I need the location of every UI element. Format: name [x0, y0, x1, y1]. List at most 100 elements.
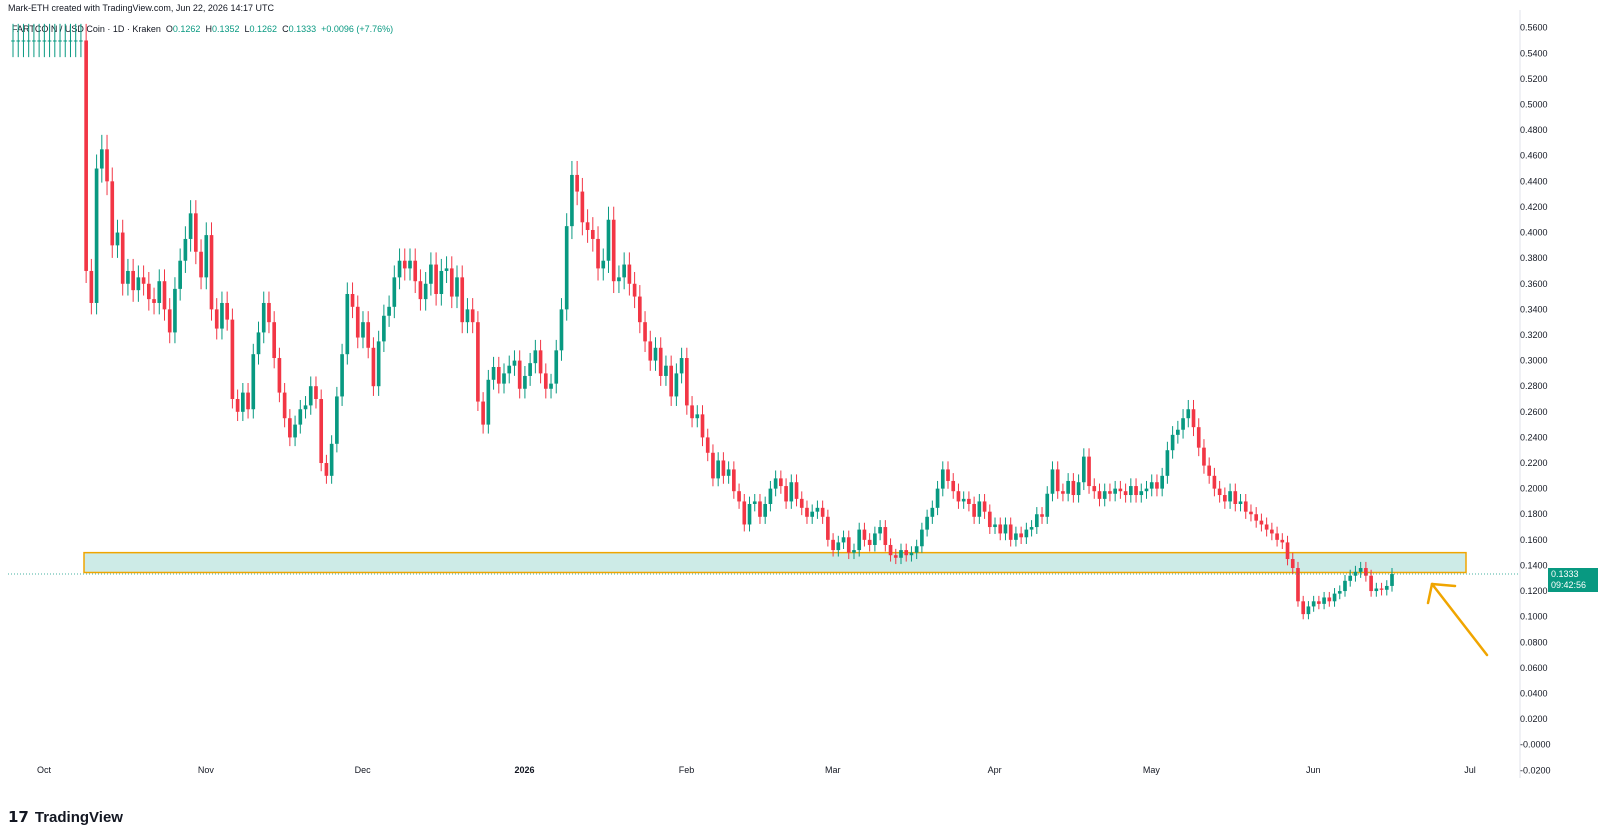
candle-body [204, 235, 209, 278]
candle-body [1061, 491, 1065, 494]
candle-body [1384, 585, 1389, 590]
support-zone[interactable] [83, 551, 1467, 574]
candle-body [705, 437, 710, 453]
candle-body [867, 539, 872, 545]
price-tick-label: 0.0200 [1520, 714, 1548, 724]
candle-body [1128, 486, 1133, 496]
candle-body [914, 546, 919, 553]
candle-body [940, 469, 945, 489]
candle-body [716, 460, 721, 479]
candle-body [1280, 539, 1285, 543]
candle-body [987, 511, 992, 528]
price-tick-label: 0.5400 [1520, 48, 1548, 58]
candle-body [146, 283, 151, 300]
candle-body [157, 281, 162, 303]
candle-body [293, 424, 297, 438]
candle-body [1306, 606, 1311, 615]
price-tick-label: 0.0800 [1520, 637, 1548, 647]
candle-body [637, 296, 642, 323]
candle-body [319, 399, 324, 464]
price-tick-label: 0.1200 [1520, 586, 1548, 596]
candle-body [643, 322, 647, 342]
candle-body [1296, 568, 1300, 602]
candle-body [136, 277, 141, 291]
candle-body [1081, 456, 1086, 483]
candle-body [79, 40, 83, 42]
candle-body [350, 294, 355, 307]
candle-body [799, 498, 804, 508]
candle-body [1003, 524, 1008, 534]
candle-body [1264, 524, 1269, 530]
candle-body [888, 544, 893, 556]
arrow-shaft [1430, 582, 1489, 657]
candle-body [664, 365, 668, 376]
candle-body [73, 40, 78, 42]
candle-body [423, 283, 428, 300]
candle-body [1144, 488, 1149, 492]
annotation-arrow[interactable] [1426, 582, 1489, 657]
candle-body [935, 488, 940, 508]
candle-body [617, 277, 621, 282]
price-tick-label: -0.0200 [1520, 765, 1551, 775]
time-axis[interactable]: Oct Nov Dec 2026 Feb Mar Apr May Jun Jul [37, 765, 1476, 775]
last-price-value: 0.1333 [1551, 569, 1579, 579]
candle-body [700, 414, 705, 438]
price-tick-label: 0.2400 [1520, 432, 1548, 442]
candle-body [622, 264, 626, 278]
open-value: 0.1262 [172, 24, 201, 34]
candle-body [392, 277, 397, 307]
candle-body [575, 174, 579, 192]
time-tick-label: Dec [355, 765, 372, 775]
candle-body [1118, 488, 1123, 492]
candle-body [199, 251, 203, 278]
candle-body [314, 386, 318, 399]
candle-body [1149, 482, 1154, 489]
candle-body [58, 40, 62, 42]
candle-body [288, 418, 292, 438]
price-tick-label: 0.4800 [1520, 125, 1548, 135]
candle-body [277, 358, 282, 393]
candle-body [1176, 429, 1180, 435]
candle-body [52, 40, 57, 42]
price-tick-label: 0.2200 [1520, 458, 1548, 468]
candle-body [105, 149, 109, 182]
candle-body [256, 332, 261, 355]
candle-body [1311, 601, 1316, 607]
price-axis[interactable]: 0.5600 0.5400 0.5200 0.5000 0.4800 0.4600 0.44… [1519, 10, 1551, 778]
candle-body [606, 219, 611, 261]
candle-body [413, 260, 418, 282]
price-chart[interactable]: 0.5600 0.5400 0.5200 0.5000 0.4800 0.4600 0.44… [0, 0, 1600, 800]
candle-body [47, 40, 52, 42]
candle-body [1374, 588, 1379, 592]
candle-body [194, 213, 198, 252]
candle-body [1332, 593, 1337, 602]
tradingview-brand[interactable]: 17 TradingView [8, 808, 123, 826]
candle-body [1034, 514, 1039, 528]
candle-body [549, 383, 553, 389]
candle-body [272, 322, 277, 359]
candle-body [162, 281, 167, 310]
candle-body [857, 529, 862, 551]
candle-body [429, 264, 433, 284]
candle-body [1343, 580, 1347, 592]
candle-body [99, 149, 104, 169]
candle-body [502, 373, 506, 384]
candle-body [794, 482, 799, 499]
price-tick-label: 0.1000 [1520, 612, 1548, 622]
candle-body [517, 360, 522, 389]
candle-body [1019, 533, 1023, 538]
price-tick-label: 0.0600 [1520, 663, 1548, 673]
candle-body [63, 40, 68, 42]
candle-body [1275, 533, 1279, 540]
candle-body [84, 40, 88, 271]
candle-body [611, 219, 616, 282]
candle-body [282, 392, 287, 419]
candle-body [538, 350, 543, 374]
candle-body [1040, 514, 1044, 517]
candle-body [267, 302, 271, 323]
candle-body [878, 527, 882, 534]
candle-body [355, 306, 360, 338]
candle-body [1212, 475, 1217, 489]
candle-body [32, 40, 36, 42]
candle-body [465, 309, 470, 323]
